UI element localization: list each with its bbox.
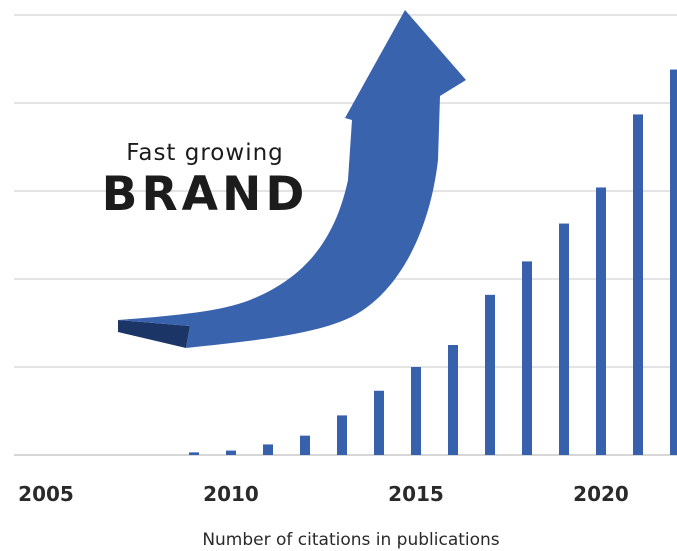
- bars: [189, 69, 677, 456]
- bar-2011: [263, 444, 273, 455]
- bar-2015: [411, 367, 421, 455]
- bar-2013: [337, 415, 347, 455]
- headline-subtitle: Fast growing: [126, 140, 284, 166]
- arrow-tail-shadow: [118, 320, 190, 348]
- bar-2017: [485, 294, 495, 455]
- bar-2018: [522, 261, 532, 455]
- bar-2014: [374, 390, 384, 455]
- bar-2022: [670, 69, 677, 455]
- bar-2016: [448, 345, 458, 455]
- x-tick-labels: 2005 2010 2015 2020: [18, 482, 629, 506]
- bar-2010: [226, 450, 236, 455]
- growth-arrow-icon: [118, 10, 466, 348]
- bar-2021: [633, 114, 643, 455]
- x-tick-label: 2015: [388, 482, 444, 506]
- headline-brand: BRAND: [101, 167, 309, 222]
- headline: Fast growing BRAND: [80, 140, 330, 222]
- x-tick-label: 2020: [573, 482, 629, 506]
- x-axis-label: Number of citations in publications: [202, 530, 499, 550]
- arrow-body: [118, 10, 466, 348]
- x-tick-label: 2010: [203, 482, 259, 506]
- bar-2012: [300, 435, 310, 455]
- x-tick-label: 2005: [18, 482, 74, 506]
- bar-2019: [559, 223, 569, 455]
- bar-2020: [596, 187, 606, 456]
- bar-2009: [189, 452, 199, 455]
